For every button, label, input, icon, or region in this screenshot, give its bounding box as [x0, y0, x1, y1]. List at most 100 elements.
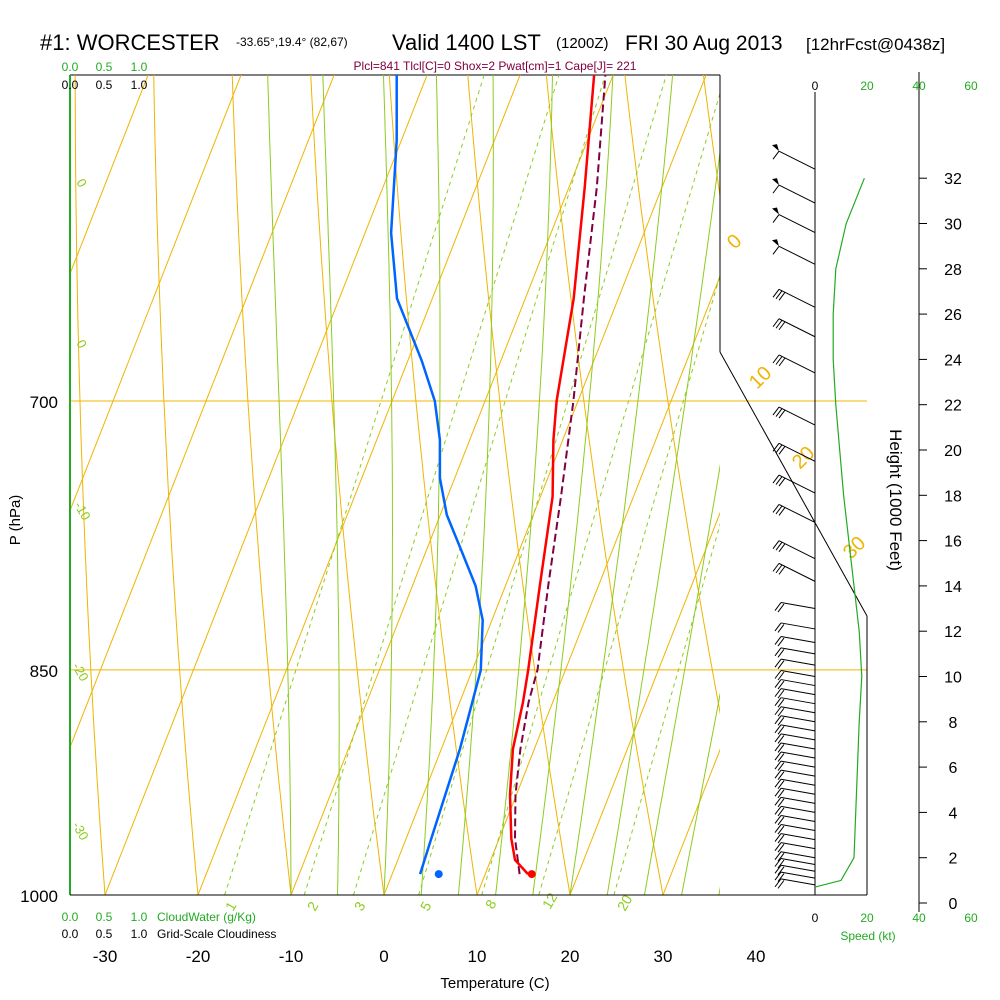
wind-barb-shaft [780, 842, 816, 850]
wind-barb-feather [772, 289, 780, 298]
mixing-ratio-label: 5 [417, 899, 435, 914]
wind-barb-feather [772, 184, 780, 194]
wind-barb [772, 406, 816, 426]
wind-barb-pennant [772, 207, 779, 215]
isotherm-left-label: -20 [69, 660, 91, 684]
wind-barb [772, 144, 816, 170]
parcel-line [513, 75, 607, 875]
wind-barb-feather [774, 806, 782, 815]
wind-barb-shaft [780, 787, 816, 795]
speed-axis-label: Speed (kt) [840, 929, 895, 943]
wind-barb [772, 474, 816, 494]
wind-barb-shaft [780, 851, 816, 859]
dry-adiabat-10 [388, 75, 478, 895]
wind-barb-feather [772, 318, 780, 328]
isotherm-left-label: -10 [71, 499, 93, 523]
wind-barb-feather [774, 815, 782, 824]
wind-barb [774, 647, 816, 658]
wind-barb-feather [778, 566, 786, 575]
mixing-ratio-12 [538, 274, 720, 895]
wind-barb-feather [772, 150, 780, 160]
cloudiness-scale-top: 0.0 [62, 78, 79, 92]
dry-adiabat-40 [624, 75, 720, 715]
wind-barb-shaft [780, 724, 816, 732]
x-axis-label: Temperature (C) [440, 975, 549, 992]
wind-barb-shaft [780, 697, 816, 705]
height-tick-label: 30 [944, 217, 962, 234]
wind-barb-feather [775, 319, 783, 329]
dry-adiabat-30 [545, 75, 664, 895]
wind-barb-feather [777, 880, 785, 889]
speed-tick-label-top: 0 [812, 79, 819, 93]
temperature-tick-label: 40 [747, 947, 766, 966]
wind-barb-shaft [780, 864, 816, 872]
mixing-ratio-label: 20 [614, 892, 636, 914]
isobar-lines [70, 74, 867, 896]
wind-barb-feather [774, 769, 782, 779]
wind-barb [772, 288, 816, 308]
wind-barb-feather [777, 816, 785, 826]
wind-barb-feather [778, 409, 786, 419]
pressure-axis: 2503004005007008501000 [20, 393, 58, 906]
wind-barb-feather [774, 787, 782, 797]
wind-barb [772, 239, 816, 265]
wind-barb [774, 679, 816, 690]
station-title: #1: WORCESTER [40, 30, 220, 55]
height-axis-label: Height (1000 Feet) [886, 429, 905, 571]
wind-barb-feather [774, 688, 782, 697]
moist-adiabat-12 [495, 75, 553, 895]
wind-barb-feather [774, 636, 782, 645]
wind-barb-feather [777, 624, 785, 633]
wind-barb [774, 864, 816, 876]
wind-barb-shaft [780, 602, 816, 610]
wind-barb-feather [772, 245, 780, 255]
speed-tick-label-bottom: 0 [812, 911, 819, 925]
temperature-tick-label: 10 [468, 947, 487, 966]
dry-adiabat-0 [310, 75, 385, 895]
wind-barb-feather [777, 780, 785, 790]
speed-tick-label-bottom: 40 [912, 911, 926, 925]
wind-barb-feather [777, 789, 785, 799]
wind-barb [774, 833, 816, 844]
wind-barb-feather [778, 543, 786, 553]
wind-barb-feather [778, 321, 786, 331]
wind-barb-feather [777, 637, 785, 647]
wind-barb-feather [774, 706, 782, 716]
wind-barb-shaft [780, 796, 816, 804]
wind-barb-pennant [772, 144, 779, 152]
y-axis-label: P (hPa) [7, 495, 24, 546]
wind-barb-feather [777, 689, 785, 699]
mixing-ratio-5 [418, 75, 667, 895]
isotherm-50 [849, 0, 1000, 895]
wind-barb-feather [777, 843, 785, 853]
mixing-ratio-label: 2 [304, 899, 322, 914]
wind-barb-shaft [780, 751, 816, 759]
wind-barb-shaft [780, 742, 816, 750]
temperature-tick-label: -30 [93, 947, 118, 966]
wind-barb-feather [777, 807, 785, 817]
forecast-info: [12hrFcst@0438z] [806, 35, 945, 54]
mixing-ratio-2 [303, 75, 560, 895]
zulu-time: (1200Z) [556, 35, 609, 52]
isotherm-left-label: -30 [69, 819, 91, 843]
wind-barb-shaft [778, 540, 816, 560]
wind-barb-shaft [778, 184, 816, 204]
wind-barbs [772, 144, 816, 889]
isotherm--100 [0, 0, 208, 895]
wind-barb-feather [777, 762, 785, 771]
isotherm-lines [0, 0, 1000, 895]
wind-barb-feather [778, 292, 786, 301]
height-tick-label: 24 [944, 352, 962, 369]
height-tick-label: 16 [944, 534, 962, 551]
dewpoint-line [389, 75, 484, 875]
wind-barb-feather [774, 733, 782, 743]
cloudiness-scale-top: 0.5 [96, 78, 113, 92]
height-tick-label: 26 [944, 307, 962, 324]
height-tick-label: 0 [949, 896, 958, 913]
cloudwater-scale-bottom: 0.5 [96, 910, 113, 924]
wind-barb-feather [774, 797, 782, 806]
height-tick-label: 2 [949, 851, 958, 868]
wind-barb [774, 697, 816, 708]
isotherm--70 [0, 0, 487, 895]
wind-barb-feather [772, 540, 780, 550]
